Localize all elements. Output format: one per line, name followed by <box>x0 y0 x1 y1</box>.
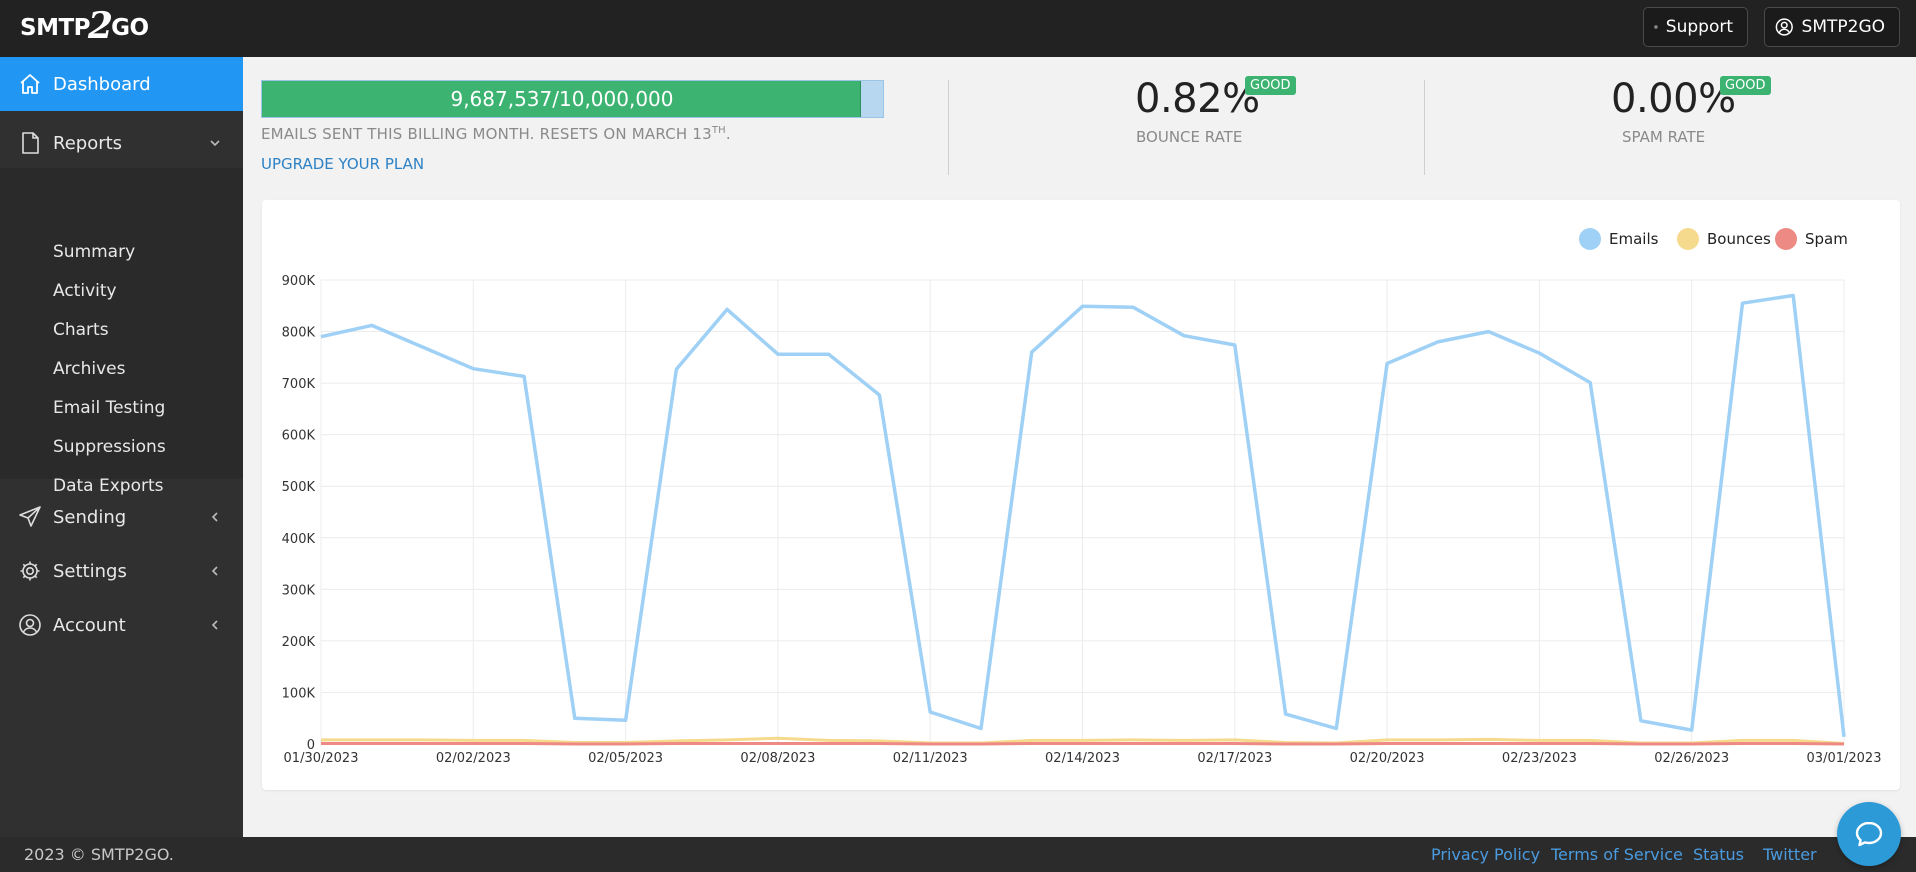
legend-marker-bounces <box>1677 228 1699 250</box>
sidebar-item-settings[interactable]: Settings <box>0 545 243 597</box>
sidebar-subitem-activity[interactable]: Activity <box>53 281 117 301</box>
account-label: SMTP2GO <box>1801 17 1885 37</box>
y-tick-label: 900K <box>282 274 316 289</box>
footer-link-twitter[interactable]: Twitter <box>1763 845 1817 864</box>
home-icon <box>20 74 40 94</box>
x-tick-label: 02/08/2023 <box>740 751 815 766</box>
y-tick-label: 0 <box>307 738 315 753</box>
support-label: Support <box>1665 17 1733 37</box>
spam-rate-value: 0.00% <box>1611 76 1736 122</box>
y-tick-label: 600K <box>282 429 316 444</box>
sidebar-subitem-archives[interactable]: Archives <box>53 359 126 379</box>
logo-text-left: SMTP <box>20 15 91 41</box>
sidebar-item-reports[interactable]: Reports <box>0 117 243 169</box>
billing-text-end: . <box>725 125 731 143</box>
spam-rate-badge: GOOD <box>1720 76 1771 95</box>
y-tick-label: 700K <box>282 377 316 392</box>
sidebar-subitem-data-exports[interactable]: Data Exports <box>53 476 164 496</box>
sidebar-item-label: Account <box>53 614 126 636</box>
account-menu-button[interactable]: SMTP2GO <box>1764 7 1900 47</box>
legend-marker-emails <box>1579 228 1601 250</box>
top-bar: SMTP 2 GO Support SMTP2GO <box>0 0 1916 57</box>
user-circle-icon <box>1775 18 1793 36</box>
sidebar-subitem-suppressions[interactable]: Suppressions <box>53 437 166 457</box>
x-tick-label: 03/01/2023 <box>1807 751 1882 766</box>
chevron-left-icon <box>211 566 218 576</box>
y-tick-label: 300K <box>282 583 316 598</box>
gear-icon <box>20 561 40 581</box>
chevron-left-icon <box>211 512 218 522</box>
sidebar: Dashboard Reports Summary Activity Chart… <box>0 57 243 837</box>
smtp2go-logo[interactable]: SMTP 2 GO <box>20 5 149 48</box>
chevron-down-icon <box>210 140 220 147</box>
x-tick-label: 02/26/2023 <box>1654 751 1729 766</box>
bounce-rate-label: BOUNCE RATE <box>1136 128 1243 146</box>
logo-text-right: GO <box>111 15 149 41</box>
footer-link-status[interactable]: Status <box>1693 845 1744 864</box>
x-tick-label: 02/02/2023 <box>436 751 511 766</box>
sidebar-item-label: Settings <box>53 560 127 582</box>
x-tick-label: 02/14/2023 <box>1045 751 1120 766</box>
support-button[interactable]: Support <box>1643 7 1748 47</box>
legend-label-bounces: Bounces <box>1707 230 1771 248</box>
series-line-spam <box>321 742 1845 746</box>
x-tick-label: 02/17/2023 <box>1197 751 1272 766</box>
bounce-rate-badge: GOOD <box>1245 76 1296 95</box>
legend-label-spam: Spam <box>1805 230 1848 248</box>
sidebar-item-dashboard[interactable]: Dashboard <box>0 57 243 111</box>
user-circle-icon <box>19 614 41 636</box>
billing-period-text: EMAILS SENT THIS BILLING MONTH. RESETS O… <box>261 125 731 143</box>
stats-divider <box>1424 80 1425 175</box>
reports-submenu: Summary Activity Charts Archives Email T… <box>0 168 243 496</box>
sidebar-item-label: Dashboard <box>53 73 151 95</box>
legend-marker-spam <box>1775 228 1797 250</box>
sidebar-subitem-summary[interactable]: Summary <box>53 242 136 262</box>
document-icon <box>22 132 39 154</box>
x-tick-label: 02/20/2023 <box>1350 751 1425 766</box>
sidebar-item-account[interactable]: Account <box>0 599 243 651</box>
legend-label-emails: Emails <box>1609 230 1659 248</box>
spam-rate-label: SPAM RATE <box>1622 128 1706 146</box>
footer-link-terms[interactable]: Terms of Service <box>1551 845 1683 864</box>
email-chart-card: 0 100K 200K 300K 400K 500K 600K 700K 800K 900K 01/… <box>262 200 1900 790</box>
lifebuoy-icon <box>1654 25 1658 29</box>
paper-plane-icon <box>19 506 41 527</box>
sidebar-subitem-charts[interactable]: Charts <box>53 320 109 340</box>
live-chat-button[interactable] <box>1837 802 1901 866</box>
y-tick-label: 500K <box>282 480 316 495</box>
footer-link-privacy[interactable]: Privacy Policy <box>1431 845 1541 864</box>
footer: 2023 © SMTP2GO. Privacy Policy Terms of … <box>0 837 1916 872</box>
stats-divider <box>948 80 949 175</box>
bounce-rate-value: 0.82% <box>1135 76 1260 122</box>
y-tick-label: 200K <box>282 635 316 650</box>
chevron-left-icon <box>211 620 218 630</box>
usage-progress-text: 9,687,537/10,000,000 <box>450 87 674 111</box>
sidebar-item-label: Reports <box>53 132 123 154</box>
x-tick-label: 02/23/2023 <box>1502 751 1577 766</box>
y-tick-label: 100K <box>282 686 316 701</box>
email-line-chart[interactable]: 0 100K 200K 300K 400K 500K 600K 700K 800K 900K 01/… <box>262 200 1900 790</box>
sidebar-subitem-email-testing[interactable]: Email Testing <box>53 398 166 418</box>
usage-progress-bar: 9,687,537/10,000,000 <box>261 80 884 118</box>
sidebar-item-label: Sending <box>53 506 127 528</box>
billing-text-sup: TH <box>711 125 726 136</box>
footer-copyright: 2023 © SMTP2GO. <box>24 845 174 864</box>
x-tick-label: 02/11/2023 <box>893 751 968 766</box>
usage-progress-fill <box>262 81 861 117</box>
x-tick-label: 01/30/2023 <box>284 751 359 766</box>
sidebar-item-sending[interactable]: Sending <box>0 491 243 543</box>
y-tick-label: 400K <box>282 532 316 547</box>
upgrade-plan-link[interactable]: UPGRADE YOUR PLAN <box>261 155 425 173</box>
billing-text-main: EMAILS SENT THIS BILLING MONTH. RESETS O… <box>261 125 712 143</box>
y-tick-label: 800K <box>282 326 316 341</box>
chat-bubble-icon <box>1855 821 1883 847</box>
logo-text-mid: 2 <box>88 5 114 47</box>
x-tick-label: 02/05/2023 <box>588 751 663 766</box>
